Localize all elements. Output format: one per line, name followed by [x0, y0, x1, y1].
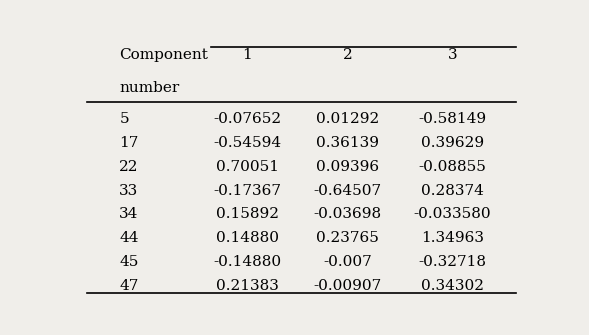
Text: 1.34963: 1.34963	[421, 231, 484, 245]
Text: -0.00907: -0.00907	[313, 278, 382, 292]
Text: -0.64507: -0.64507	[313, 184, 382, 198]
Text: Component: Component	[119, 48, 208, 62]
Text: -0.03698: -0.03698	[313, 207, 382, 221]
Text: -0.54594: -0.54594	[213, 136, 281, 150]
Text: 0.36139: 0.36139	[316, 136, 379, 150]
Text: -0.033580: -0.033580	[413, 207, 491, 221]
Text: 44: 44	[119, 231, 139, 245]
Text: 0.14880: 0.14880	[216, 231, 279, 245]
Text: -0.32718: -0.32718	[419, 255, 487, 269]
Text: 33: 33	[119, 184, 138, 198]
Text: 5: 5	[119, 113, 129, 126]
Text: -0.58149: -0.58149	[418, 113, 487, 126]
Text: -0.14880: -0.14880	[213, 255, 281, 269]
Text: 22: 22	[119, 160, 139, 174]
Text: -0.07652: -0.07652	[213, 113, 281, 126]
Text: number: number	[119, 81, 180, 95]
Text: 0.09396: 0.09396	[316, 160, 379, 174]
Text: 3: 3	[448, 48, 457, 62]
Text: -0.08855: -0.08855	[419, 160, 487, 174]
Text: 45: 45	[119, 255, 138, 269]
Text: 34: 34	[119, 207, 138, 221]
Text: -0.007: -0.007	[323, 255, 372, 269]
Text: 0.28374: 0.28374	[421, 184, 484, 198]
Text: 0.21383: 0.21383	[216, 278, 279, 292]
Text: 0.01292: 0.01292	[316, 113, 379, 126]
Text: 0.39629: 0.39629	[421, 136, 484, 150]
Text: 0.34302: 0.34302	[421, 278, 484, 292]
Text: -0.17367: -0.17367	[213, 184, 281, 198]
Text: 2: 2	[343, 48, 352, 62]
Text: 0.23765: 0.23765	[316, 231, 379, 245]
Text: 1: 1	[242, 48, 252, 62]
Text: 0.70051: 0.70051	[216, 160, 279, 174]
Text: 47: 47	[119, 278, 138, 292]
Text: 0.15892: 0.15892	[216, 207, 279, 221]
Text: 17: 17	[119, 136, 138, 150]
